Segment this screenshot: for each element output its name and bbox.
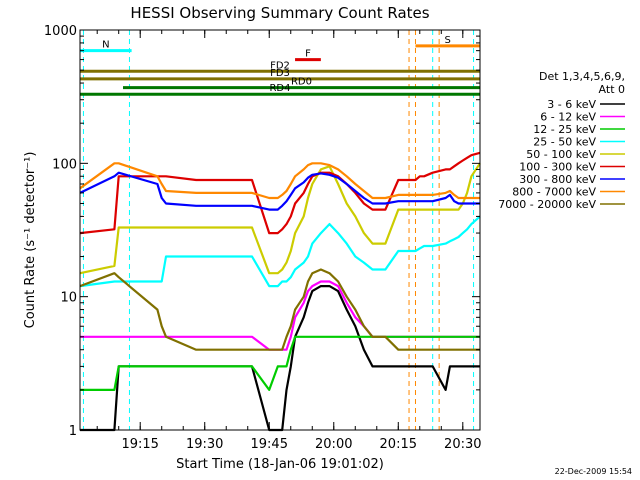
legend-entry: 12 - 25 keV [533, 123, 596, 136]
legend-entry: 50 - 100 keV [526, 148, 596, 161]
legend-entry: 800 - 7000 keV [512, 186, 596, 199]
annotation-label: F [305, 49, 311, 60]
series-line [79, 171, 480, 211]
x-tick-label: 20:00 [315, 437, 352, 452]
annotation-label: FD3 [270, 68, 290, 79]
legend-entry: 25 - 50 keV [533, 136, 596, 149]
annotation-label: FD2 [270, 60, 290, 71]
x-tick-label: 19:30 [186, 437, 223, 452]
series-line [80, 335, 480, 391]
y-tick-label: 100 [52, 157, 77, 172]
chart-axes: 1 10 100 1000 19:15 19:30 19:45 20:00 20:15 20:30 [44, 24, 482, 452]
legend-entry: 7000 - 20000 keV [498, 198, 596, 211]
series-line [80, 285, 480, 432]
legend-header: Det 1,3,4,5,6,9, [539, 70, 625, 83]
series-line [80, 280, 480, 351]
legend-header: Att 0 [599, 83, 625, 96]
annotation-label: RD4 [269, 83, 290, 94]
footer-date: 22-Dec-2009 15:54 [554, 467, 632, 476]
legend-entry: 100 - 300 keV [519, 161, 596, 174]
series-line [79, 162, 480, 200]
x-tick-label: 19:45 [251, 437, 288, 452]
series-line [79, 215, 481, 288]
y-axis-label: Count Rate (s⁻¹ detector⁻¹) [23, 152, 38, 329]
annotation-label: N [102, 40, 109, 51]
annotation-label: S [445, 35, 451, 46]
legend-entry: 300 - 800 keV [519, 173, 596, 186]
chart-title: HESSI Observing Summary Count Rates [130, 4, 429, 22]
x-axis-label: Start Time (18-Jan-06 19:01:02) [176, 457, 384, 472]
series-line [79, 151, 481, 235]
x-tick-label: 20:15 [380, 437, 417, 452]
x-tick-label: 20:30 [444, 437, 481, 452]
y-tick-label: 10 [60, 291, 77, 306]
y-tick-label: 1000 [44, 24, 77, 39]
annotation-label: RD0 [291, 77, 312, 88]
series-line [79, 162, 481, 275]
chart-plot [79, 30, 481, 432]
legend-entry: 6 - 12 keV [540, 111, 596, 124]
x-tick-label: 19:15 [121, 437, 158, 452]
series-line [79, 268, 480, 351]
legend-entry: 3 - 6 keV [547, 98, 596, 111]
plot-frame [79, 29, 481, 431]
y-tick-label: 1 [69, 424, 77, 439]
